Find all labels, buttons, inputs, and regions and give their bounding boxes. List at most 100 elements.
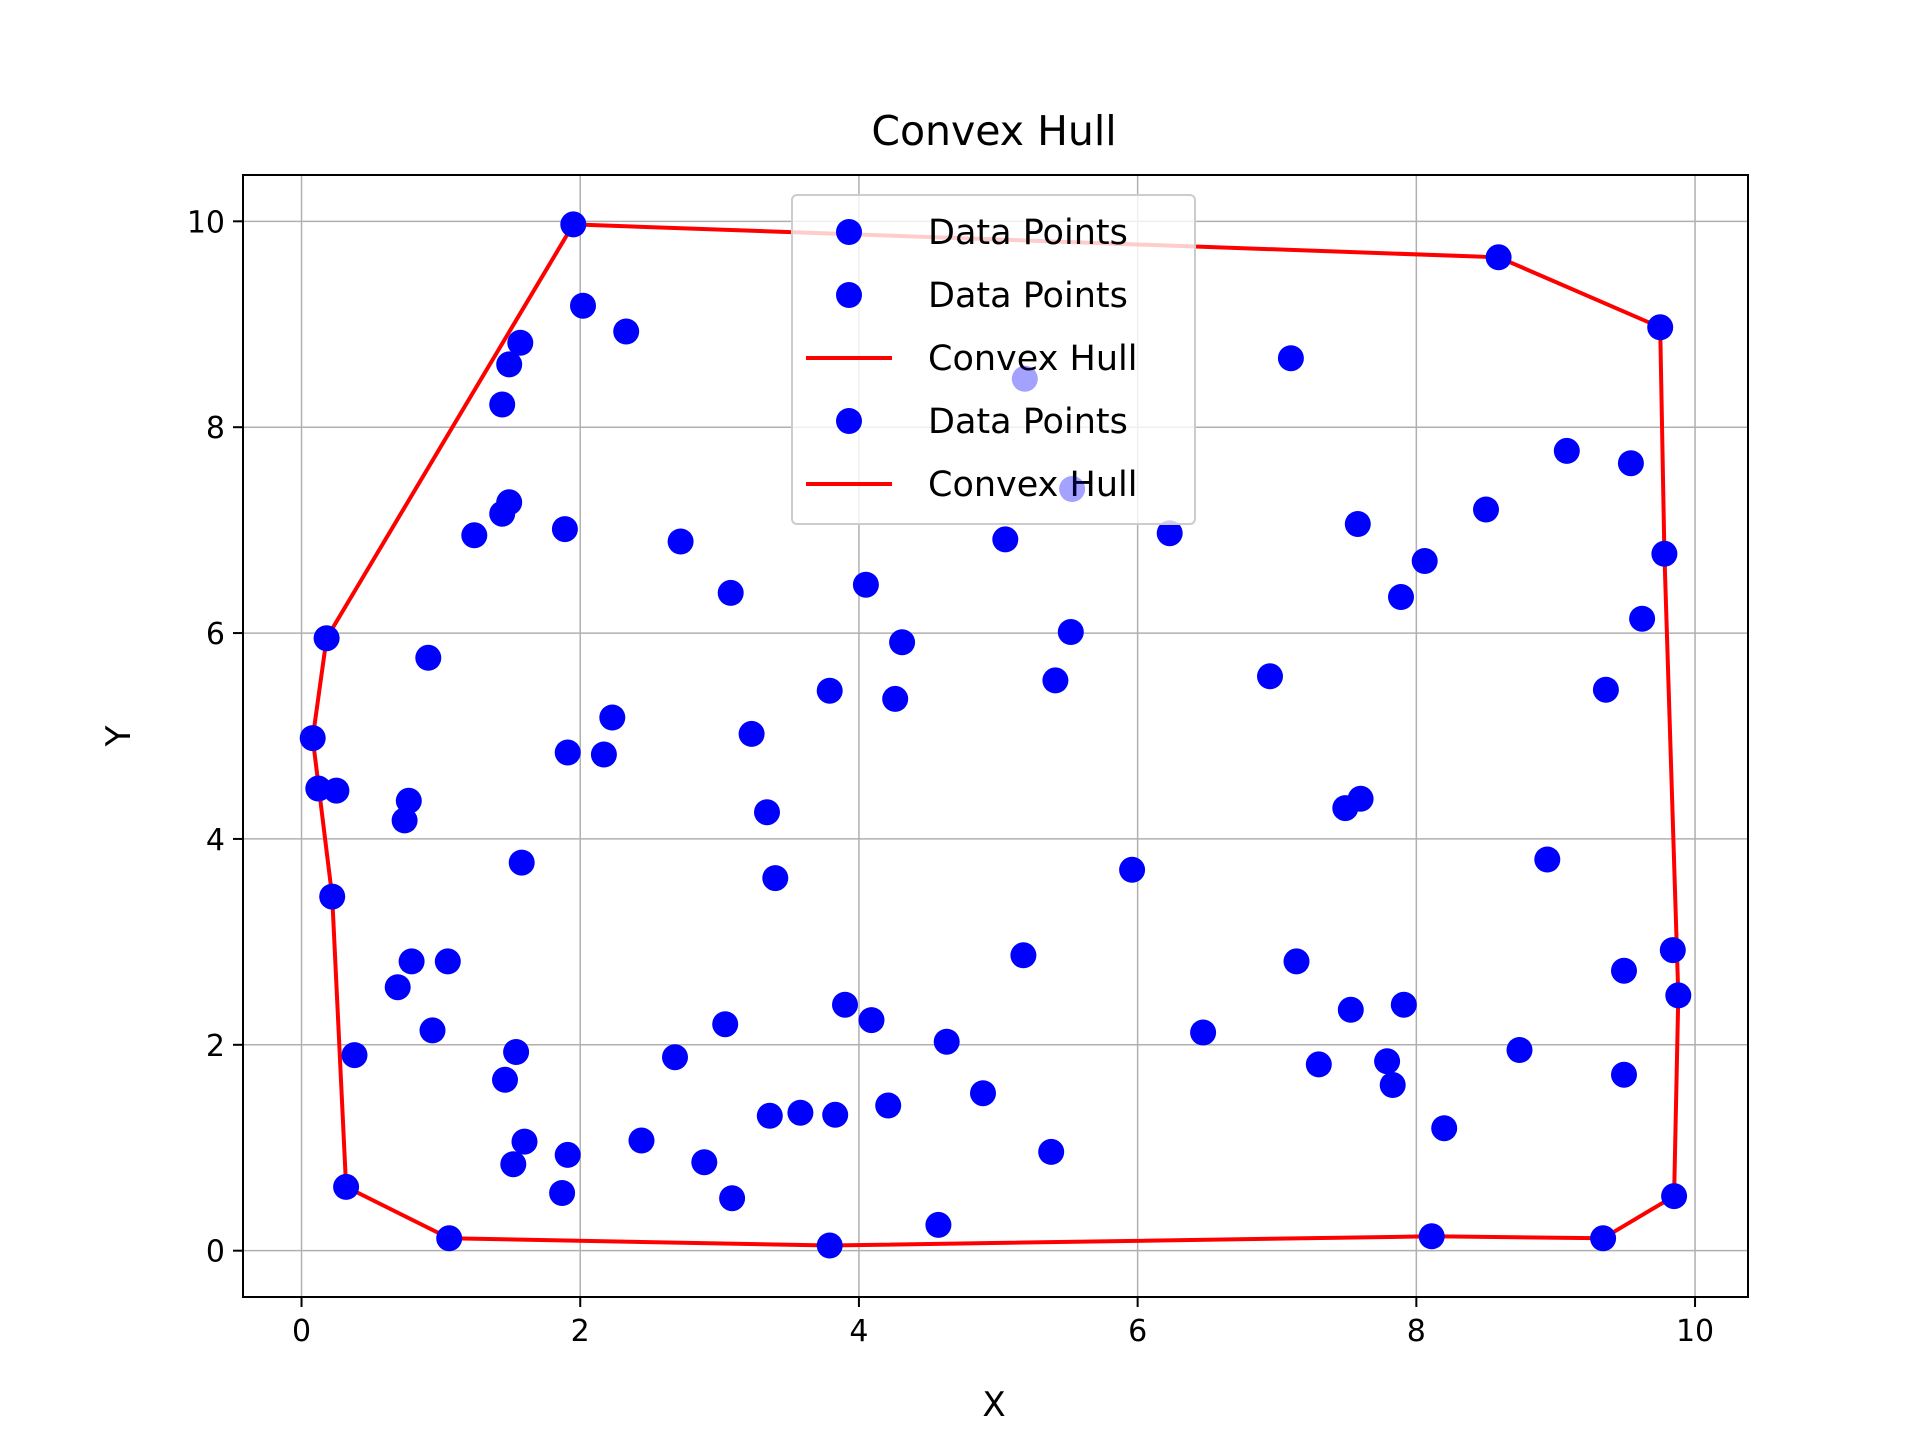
data-point	[762, 865, 789, 892]
data-point	[1553, 437, 1580, 464]
data-point	[1277, 345, 1304, 372]
data-point	[1431, 1115, 1458, 1142]
data-point	[461, 522, 488, 549]
legend-label: Data Points	[928, 213, 1128, 253]
x-axis-label: X	[982, 1385, 1005, 1425]
data-point	[738, 720, 765, 747]
data-point	[858, 1007, 885, 1034]
data-point	[1347, 785, 1374, 812]
legend-label: Convex Hull	[928, 339, 1137, 379]
data-point	[415, 644, 442, 671]
data-point	[1661, 1183, 1688, 1210]
data-point	[882, 685, 909, 712]
data-point	[1651, 540, 1678, 567]
x-tick-label: 8	[1407, 1314, 1426, 1349]
data-point	[1590, 1225, 1617, 1252]
data-point	[549, 1180, 576, 1206]
data-point	[1611, 957, 1637, 984]
data-point	[1411, 548, 1438, 574]
data-point	[691, 1149, 718, 1176]
chart-title: Convex Hull	[871, 107, 1116, 155]
data-point-behind-legend	[1011, 365, 1038, 392]
legend-box	[791, 194, 1196, 525]
data-point	[299, 725, 326, 752]
data-point	[489, 500, 516, 527]
axis-ticks: 0 2 4 6 8 10 0 2 4 6 8 10	[187, 205, 1714, 1349]
legend-label: Data Points	[928, 402, 1128, 442]
data-point	[719, 1185, 746, 1212]
data-point	[489, 391, 516, 418]
x-tick-label: 0	[292, 1314, 311, 1349]
y-tick-label: 0	[206, 1235, 225, 1270]
x-tick-label: 10	[1676, 1314, 1714, 1349]
data-point	[333, 1173, 360, 1200]
data-point	[1190, 1019, 1217, 1046]
data-point	[434, 948, 461, 975]
data-point	[599, 704, 626, 731]
data-point	[1418, 1223, 1445, 1250]
data-point	[508, 849, 535, 876]
data-point	[816, 677, 843, 704]
data-point	[613, 318, 640, 345]
data-point	[500, 1151, 527, 1178]
data-point	[1257, 663, 1283, 690]
data-point	[551, 516, 578, 543]
data-point	[436, 1225, 463, 1252]
y-tick-label: 4	[206, 823, 225, 858]
data-point	[816, 1232, 843, 1259]
data-point	[1665, 982, 1692, 1009]
data-point	[554, 739, 581, 766]
data-point	[787, 1099, 814, 1126]
data-points-layer	[299, 211, 1692, 1259]
y-tick-label: 8	[206, 411, 225, 446]
data-point	[507, 329, 534, 356]
data-point	[832, 991, 858, 1018]
legend-marker-points	[836, 408, 862, 434]
data-point	[496, 351, 523, 378]
data-point	[1344, 511, 1371, 537]
data-point	[1611, 1061, 1637, 1088]
data-point	[1305, 1051, 1332, 1078]
data-point	[1647, 314, 1674, 341]
data-point	[511, 1128, 538, 1155]
y-tick-label: 6	[206, 617, 225, 652]
data-point	[1337, 996, 1364, 1023]
data-point	[992, 526, 1019, 553]
y-axis-label: Y	[99, 725, 139, 747]
data-point	[1379, 1072, 1406, 1098]
data-point	[492, 1066, 518, 1093]
data-point	[1388, 584, 1414, 610]
data-point	[1485, 244, 1512, 271]
data-point	[875, 1092, 902, 1119]
data-point	[395, 787, 422, 814]
legend-marker-points	[836, 282, 862, 308]
data-point	[391, 807, 418, 834]
data-point	[889, 629, 916, 656]
data-point	[1156, 520, 1183, 547]
data-point	[756, 1102, 783, 1129]
y-tick-label: 10	[187, 205, 225, 240]
data-point	[1038, 1138, 1065, 1165]
data-point	[925, 1211, 952, 1238]
data-point	[667, 528, 694, 555]
plot-frame	[242, 174, 1749, 1298]
data-point	[554, 1141, 581, 1168]
data-point	[1390, 991, 1417, 1018]
data-point	[590, 741, 617, 768]
data-point	[822, 1101, 849, 1128]
data-point	[1473, 496, 1499, 523]
data-point	[970, 1080, 996, 1107]
data-point	[1283, 948, 1310, 975]
data-point	[323, 777, 350, 804]
data-point	[1629, 605, 1656, 632]
data-point	[1010, 942, 1037, 969]
data-point	[319, 883, 346, 910]
data-point	[662, 1044, 688, 1071]
data-point	[1659, 937, 1686, 964]
data-point	[398, 948, 425, 975]
data-point	[384, 974, 411, 1001]
x-tick-label: 2	[571, 1314, 590, 1349]
data-point	[712, 1011, 739, 1038]
data-point	[933, 1028, 960, 1055]
data-point	[341, 1042, 368, 1069]
